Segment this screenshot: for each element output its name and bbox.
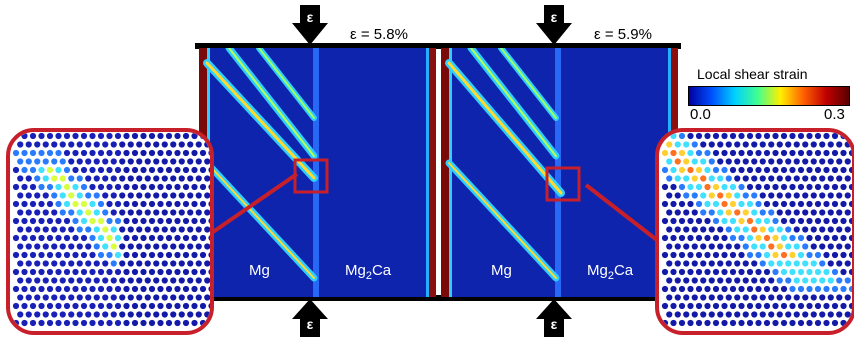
phase-text-mg2ca-1: Mg2Ca [345,262,392,282]
phase-label-mg-1: Mg [249,262,270,279]
bottom-load-bar-1 [195,295,439,301]
colorbar [688,86,850,106]
strain-label-2: ε = 5.9% [594,26,652,43]
zoom-inset-right [655,128,854,335]
colorbar-title: Local shear strain [697,66,808,82]
colorbar-max-label: 0.3 [824,106,845,123]
phase-label-mg2ca-1: Mg2Ca [345,262,391,282]
strain-map-1 [199,48,436,297]
atom-zoom-right [661,132,852,327]
strain-map-panel-2: Mg Mg2Ca [441,48,678,297]
top-load-bar-2 [437,43,681,49]
bottom-load-bar-2 [437,295,681,301]
epsilon-bottom-2: ε [550,316,558,332]
phase-label-mg2ca-2: Mg2Ca [587,262,633,282]
zoom-inset-left [6,128,214,335]
highlight-box-2 [545,166,581,202]
phase-label-mg-2: Mg [491,262,512,279]
strain-map-2 [441,48,678,297]
strain-map-panel-1: Mg Mg2Ca [199,48,436,297]
load-arrow-top-1-icon [292,5,328,45]
atom-zoom-left [12,132,210,327]
top-load-bar-1 [195,43,439,49]
strain-label-1: ε = 5.8% [350,26,408,43]
load-arrow-top-2-icon [536,5,572,45]
load-arrow-bottom-1-icon [292,299,328,337]
epsilon-top-1: ε [306,9,314,25]
load-arrow-bottom-2-icon [536,299,572,337]
colorbar-min-label: 0.0 [690,106,711,123]
epsilon-top-2: ε [550,9,558,25]
phase-text-mg2ca-2: Mg2Ca [587,262,634,282]
epsilon-bottom-1: ε [306,316,314,332]
